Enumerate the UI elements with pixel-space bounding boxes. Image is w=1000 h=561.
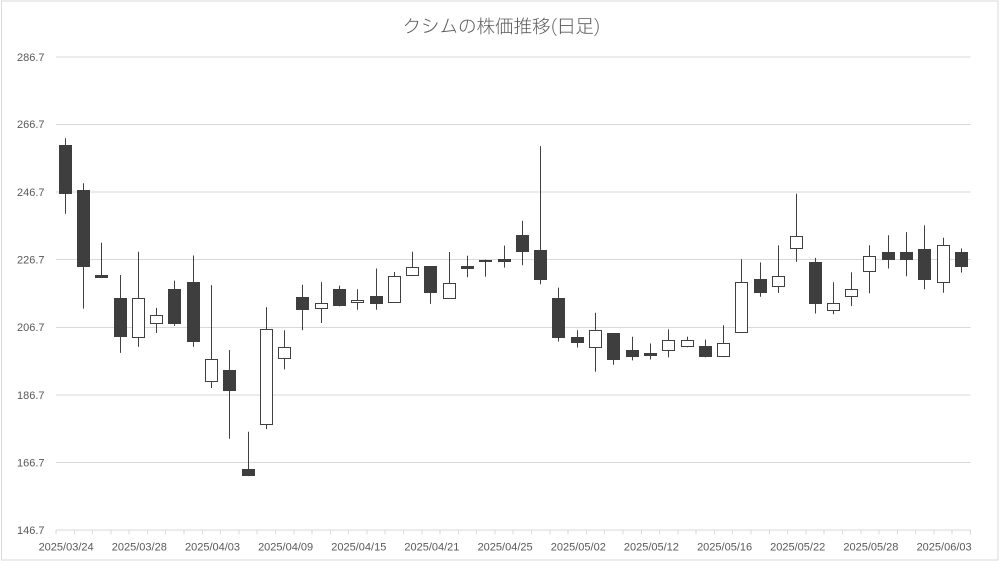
svg-text:2025/04/15: 2025/04/15: [331, 541, 386, 553]
svg-text:2025/05/02: 2025/05/02: [551, 541, 606, 553]
svg-text:226.7: 226.7: [17, 255, 45, 267]
svg-text:246.7: 246.7: [17, 187, 45, 199]
svg-text:186.7: 186.7: [17, 390, 45, 402]
svg-text:2025/05/22: 2025/05/22: [770, 541, 825, 553]
svg-text:2025/04/21: 2025/04/21: [404, 541, 459, 553]
svg-text:2025/04/09: 2025/04/09: [258, 541, 313, 553]
svg-text:146.7: 146.7: [17, 525, 45, 537]
svg-text:286.7: 286.7: [17, 52, 45, 64]
svg-text:206.7: 206.7: [17, 322, 45, 334]
svg-text:2025/05/12: 2025/05/12: [624, 541, 679, 553]
svg-text:2025/05/28: 2025/05/28: [843, 541, 898, 553]
svg-text:2025/05/16: 2025/05/16: [697, 541, 752, 553]
svg-text:2025/04/03: 2025/04/03: [185, 541, 240, 553]
svg-text:166.7: 166.7: [17, 457, 45, 469]
svg-text:2025/04/25: 2025/04/25: [478, 541, 533, 553]
svg-text:2025/06/03: 2025/06/03: [917, 541, 972, 553]
svg-text:266.7: 266.7: [17, 119, 45, 131]
svg-text:2025/03/28: 2025/03/28: [112, 541, 167, 553]
svg-text:2025/03/24: 2025/03/24: [39, 541, 94, 553]
